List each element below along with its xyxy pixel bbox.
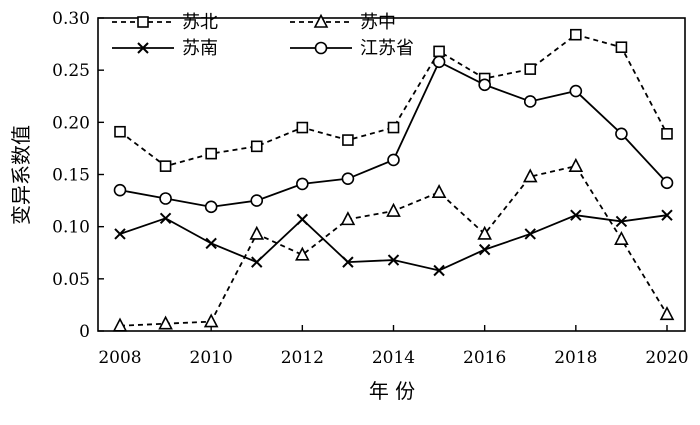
circle-marker — [569, 84, 583, 98]
y-tick-label: 0.10 — [52, 218, 90, 238]
circle-marker — [113, 183, 127, 197]
x-marker — [137, 42, 149, 54]
triangle-marker — [614, 230, 629, 245]
square-marker — [433, 45, 445, 58]
x-marker — [251, 256, 263, 268]
circle-marker — [615, 127, 628, 141]
square-marker — [205, 147, 217, 160]
x-marker — [433, 264, 445, 277]
square-marker — [342, 134, 354, 146]
triangle-marker — [340, 211, 356, 226]
x-tick-label: 2016 — [463, 348, 506, 368]
y-tick-label: 0.15 — [52, 166, 90, 186]
series-line — [119, 60, 668, 208]
x-axis-title: 年 份 — [369, 379, 415, 403]
series-江苏省 — [113, 55, 674, 214]
triangle-marker — [568, 157, 584, 172]
y-tick-label: 0 — [79, 322, 90, 342]
x-marker — [478, 243, 491, 256]
legend-label: 江苏省 — [360, 38, 414, 59]
circle-marker — [204, 200, 218, 214]
circle-marker — [523, 95, 537, 108]
triangle-marker — [295, 246, 310, 261]
triangle-marker — [203, 313, 219, 328]
axes: 0 0.05 0.10 0.15 0.20 0.25 0.30 2008 2010 2012 201… — [52, 9, 688, 368]
circle-marker — [387, 153, 400, 167]
square-marker — [615, 41, 628, 54]
x-tick-label: 2008 — [98, 348, 141, 368]
triangle-marker — [431, 184, 447, 199]
legend-item: 苏南 — [112, 38, 218, 59]
triangle-marker — [158, 315, 173, 330]
y-tick-label: 0.30 — [52, 9, 90, 29]
x-tick-label: 2018 — [554, 348, 597, 368]
square-marker — [661, 128, 673, 140]
y-tick-label: 0.25 — [52, 61, 90, 81]
x-tick-label: 2014 — [372, 348, 415, 368]
triangle-marker — [112, 317, 128, 332]
legend-label: 苏北 — [182, 12, 218, 33]
circle-marker — [314, 41, 328, 55]
square-marker — [524, 63, 537, 75]
triangle-marker — [313, 13, 329, 28]
x-tick-label: 2020 — [645, 348, 688, 368]
circle-marker — [341, 172, 355, 185]
triangle-marker — [659, 306, 675, 321]
square-marker — [159, 160, 172, 172]
series-苏中 — [112, 157, 675, 332]
x-marker — [342, 256, 354, 268]
x-marker — [387, 254, 400, 266]
x-marker — [205, 237, 217, 250]
circle-marker — [432, 55, 446, 69]
triangle-marker — [522, 168, 538, 183]
triangle-marker — [249, 225, 265, 240]
square-marker — [296, 121, 309, 134]
square-marker — [250, 140, 263, 153]
x-marker — [570, 209, 582, 221]
x-marker — [615, 215, 628, 228]
legend-label: 苏中 — [360, 12, 396, 33]
circle-marker — [296, 177, 309, 191]
triangle-marker — [386, 202, 401, 217]
x-tick-label: 2012 — [281, 348, 324, 368]
legend-item: 苏中 — [290, 12, 396, 33]
series-layer — [112, 28, 675, 332]
y-tick-label: 0.05 — [52, 270, 90, 290]
x-marker — [296, 213, 309, 226]
x-marker — [159, 212, 172, 225]
plot-frame — [97, 17, 686, 332]
square-marker — [137, 16, 149, 28]
y-axis-title: 变异系数值 — [9, 125, 33, 225]
circle-marker — [660, 176, 674, 190]
legend-item: 江苏省 — [290, 38, 414, 59]
circle-marker — [159, 192, 172, 205]
circle-marker — [478, 78, 491, 92]
y-tick-label: 0.20 — [52, 113, 90, 133]
square-marker — [114, 125, 126, 138]
series-苏南 — [114, 209, 673, 277]
legend-item: 苏北 — [112, 12, 218, 33]
square-marker — [387, 121, 400, 134]
x-marker — [524, 228, 536, 240]
series-line — [119, 165, 668, 327]
circle-marker — [250, 194, 264, 207]
x-marker — [114, 228, 126, 240]
legend-label: 苏南 — [182, 38, 218, 59]
triangle-marker — [477, 225, 492, 240]
series-line — [119, 214, 668, 272]
square-marker — [570, 28, 582, 41]
x-marker — [661, 209, 673, 221]
x-tick-label: 2010 — [190, 348, 233, 368]
